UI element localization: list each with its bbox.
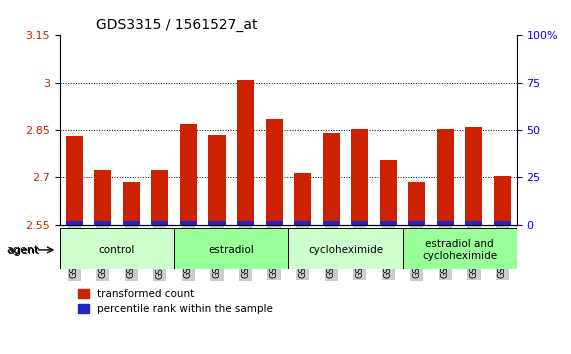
Bar	[408, 221, 425, 225]
Bar	[266, 119, 283, 225]
Bar	[323, 133, 340, 225]
Bar	[323, 221, 340, 225]
Bar	[351, 221, 368, 225]
Legend: transformed count, percentile rank within the sample: transformed count, percentile rank withi…	[74, 285, 278, 318]
Bar	[403, 228, 517, 269]
Bar	[151, 221, 168, 225]
Bar	[94, 170, 111, 225]
Bar	[465, 221, 482, 225]
Bar	[494, 221, 511, 225]
Bar	[437, 129, 454, 225]
Text: estradiol: estradiol	[208, 245, 254, 255]
Bar	[266, 221, 283, 225]
Bar	[294, 173, 311, 225]
Bar	[94, 221, 111, 225]
Bar	[66, 136, 83, 225]
Bar	[494, 176, 511, 225]
Bar	[123, 221, 140, 225]
Text: control: control	[99, 245, 135, 255]
Bar	[380, 160, 397, 225]
Text: GDS3315 / 1561527_at: GDS3315 / 1561527_at	[96, 18, 258, 32]
Bar	[151, 170, 168, 225]
Bar	[437, 221, 454, 225]
Bar	[408, 182, 425, 225]
Bar	[180, 124, 197, 225]
Bar	[60, 228, 174, 269]
Text: agent: agent	[7, 246, 40, 256]
Bar	[208, 135, 226, 225]
Bar	[237, 221, 254, 225]
Bar	[123, 182, 140, 225]
Bar	[465, 127, 482, 225]
Bar	[351, 129, 368, 225]
Bar	[208, 221, 226, 225]
Bar	[237, 80, 254, 225]
Text: cycloheximide: cycloheximide	[308, 245, 383, 255]
Bar	[66, 221, 83, 225]
Bar	[294, 221, 311, 225]
Bar	[180, 221, 197, 225]
Bar	[174, 228, 288, 269]
Text: estradiol and
cycloheximide: estradiol and cycloheximide	[422, 239, 497, 261]
Text: agent: agent	[6, 245, 39, 255]
Bar	[380, 221, 397, 225]
Bar	[288, 228, 403, 269]
